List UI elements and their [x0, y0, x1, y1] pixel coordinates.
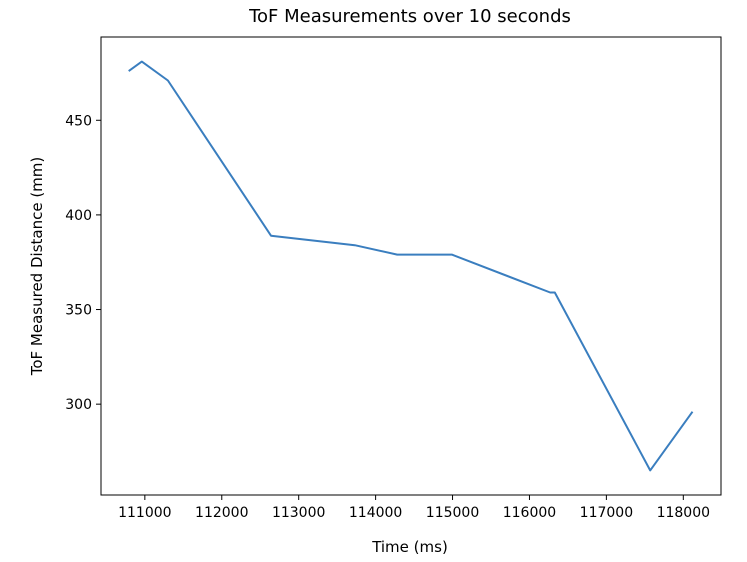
x-tick-label: 112000: [195, 505, 248, 521]
plot-area: [100, 36, 722, 496]
x-tick-label: 117000: [580, 505, 633, 521]
y-tick-label: 350: [65, 303, 92, 319]
x-tick-label: 113000: [272, 505, 325, 521]
y-tick-label: 450: [65, 113, 92, 129]
x-tick-label: 111000: [118, 505, 171, 521]
plot-frame: [100, 36, 722, 496]
x-tick-label: 115000: [426, 505, 479, 521]
series-line: [128, 60, 694, 472]
x-axis: 111000 112000 113000 114000 115000 116000 1170…: [118, 495, 710, 521]
series-layer: [128, 60, 694, 472]
y-axis-label: ToF Measured Distance (mm): [28, 157, 46, 377]
y-tick-label: 400: [65, 208, 92, 224]
x-tick-label: 114000: [349, 505, 402, 521]
x-tick-label: 116000: [503, 505, 556, 521]
x-axis-label: Time (ms): [371, 538, 448, 556]
chart-title: ToF Measurements over 10 seconds: [248, 6, 571, 27]
x-tick-label: 118000: [657, 505, 710, 521]
y-tick-label: 300: [65, 397, 92, 413]
y-axis: 300 350 400 450: [65, 113, 101, 413]
